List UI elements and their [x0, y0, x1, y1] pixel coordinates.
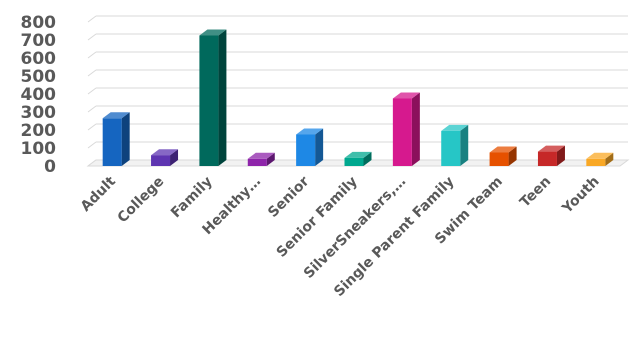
x-tick-label: College — [115, 174, 168, 227]
bar — [489, 152, 509, 166]
gridline-depth — [87, 33, 97, 41]
bar-side — [266, 152, 275, 166]
gridline-depth — [87, 15, 97, 23]
bar-side — [460, 124, 469, 166]
bar-top — [151, 149, 179, 156]
bar-side — [218, 29, 227, 166]
bar-top — [296, 128, 324, 135]
x-tick-label: Senior — [265, 173, 312, 220]
x-tick-label: Family — [168, 174, 216, 222]
bar — [586, 158, 606, 166]
bar — [344, 157, 364, 166]
bar-top — [537, 145, 565, 152]
bar — [199, 35, 219, 166]
bar-top — [489, 146, 517, 153]
bar-side — [556, 145, 565, 166]
bar — [537, 151, 557, 166]
y-tick-label: 0 — [44, 157, 56, 177]
x-tick-label: Teen — [517, 174, 554, 211]
y-tick-label: 800 — [21, 13, 57, 33]
gridline-depth — [87, 123, 97, 131]
gridline-depth — [87, 105, 97, 113]
gridline-depth — [87, 69, 97, 77]
x-tick-label: Youth — [559, 174, 603, 218]
bar-top — [199, 29, 227, 36]
bar-top — [344, 151, 372, 158]
y-tick-label: 300 — [21, 103, 57, 123]
bar — [102, 118, 122, 166]
y-tick-label: 500 — [21, 67, 57, 87]
bar-side — [170, 149, 179, 166]
bar — [151, 155, 171, 166]
y-tick-label: 600 — [21, 49, 57, 69]
y-tick-label: 700 — [21, 31, 57, 51]
y-tick-label: 400 — [21, 85, 57, 105]
gridline-depth — [87, 51, 97, 59]
bar-side — [363, 151, 372, 166]
bar-side — [411, 92, 420, 166]
bar-side — [121, 112, 130, 166]
bar-side — [508, 146, 517, 166]
bar-top — [441, 124, 469, 131]
bar-top — [392, 92, 420, 99]
y-tick-label: 100 — [21, 139, 57, 159]
y-tick-label: 200 — [21, 121, 57, 141]
x-tick-label: Adult — [78, 173, 119, 214]
gridline-depth — [87, 141, 97, 149]
bar — [247, 158, 267, 166]
bar-side — [605, 152, 614, 166]
bar — [441, 130, 461, 166]
bar-top — [247, 152, 275, 159]
bar-top — [102, 112, 130, 119]
bar — [392, 98, 412, 166]
bar-side — [315, 128, 324, 166]
bar-top — [586, 152, 614, 159]
bar — [296, 134, 316, 166]
gridline-depth — [87, 87, 97, 95]
